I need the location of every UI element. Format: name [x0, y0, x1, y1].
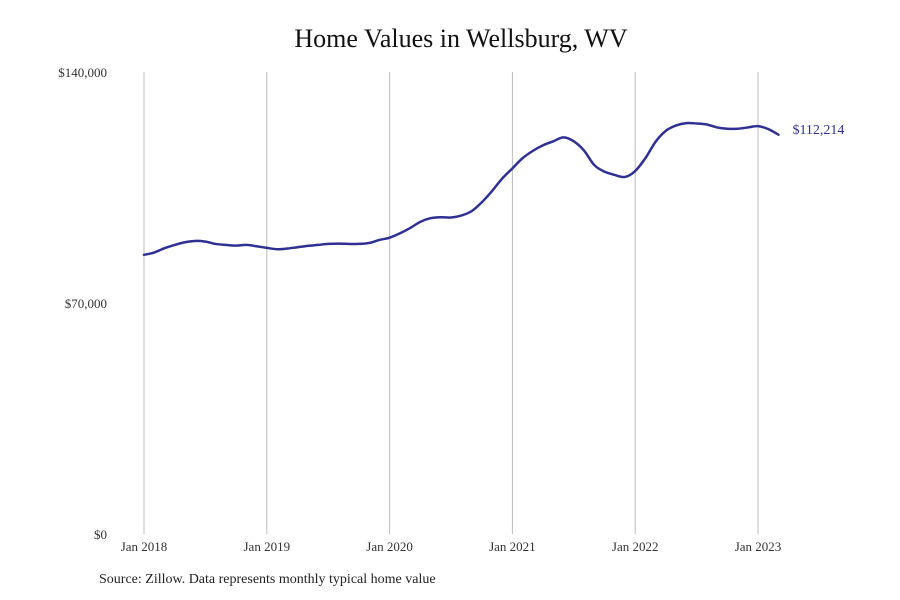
x-tick-label: Jan 2019 — [244, 539, 291, 554]
x-tick-label: Jan 2018 — [121, 539, 168, 554]
end-value-label: $112,214 — [792, 123, 844, 138]
x-tick-label: Jan 2023 — [735, 539, 782, 554]
x-axis-tick-labels: Jan 2018 Jan 2019 Jan 2020 Jan 2021 Jan 2022… — [121, 539, 782, 554]
series-line-group — [142, 121, 780, 257]
y-tick-label: $70,000 — [65, 296, 107, 311]
x-tick-label: Jan 2021 — [489, 539, 536, 554]
x-tick-label: Jan 2022 — [612, 539, 659, 554]
y-tick-label: $0 — [94, 527, 107, 542]
y-axis-tick-labels: $0 $70,000 $140,000 — [58, 65, 107, 542]
chart-title: Home Values in Wellsburg, WV — [294, 24, 628, 53]
series-line — [142, 121, 780, 257]
vertical-gridlines — [143, 72, 759, 534]
x-tick-label: Jan 2020 — [366, 539, 413, 554]
y-tick-label: $140,000 — [58, 65, 107, 80]
source-note: Source: Zillow. Data represents monthly … — [99, 572, 436, 587]
